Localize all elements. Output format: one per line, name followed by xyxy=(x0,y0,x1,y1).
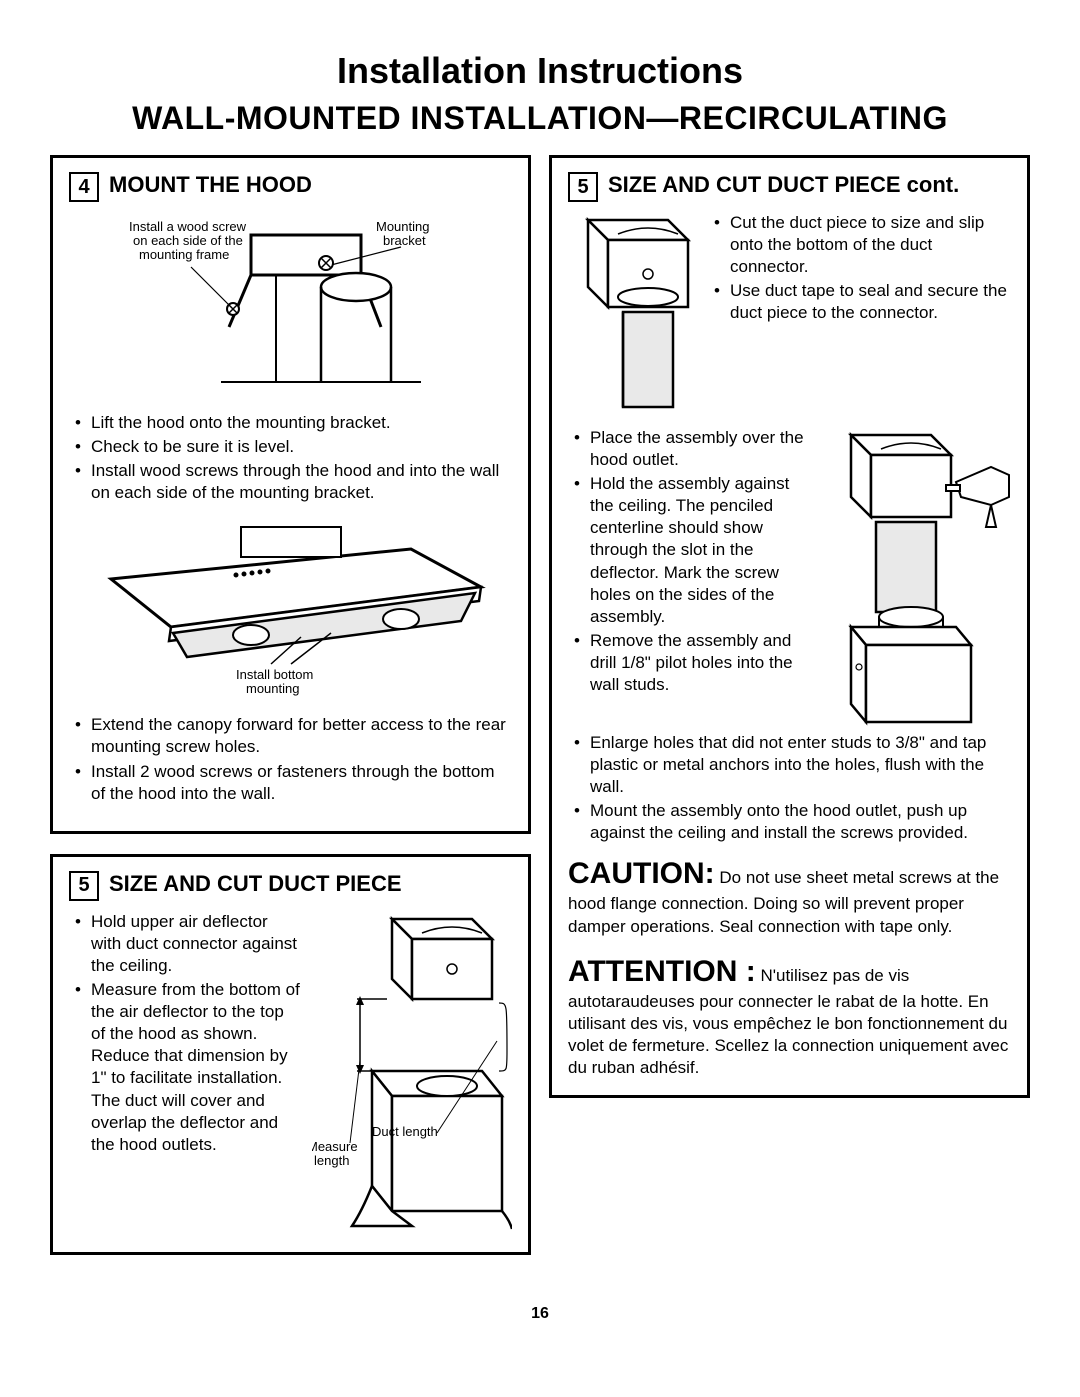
bullet-item: Remove the assembly and drill 1/8" pilot… xyxy=(574,630,811,696)
left-column: 4 MOUNT THE HOOD Install a wood screw on… xyxy=(50,155,531,1275)
figure-connector xyxy=(568,212,698,417)
bullet-item: Enlarge holes that did not enter studs t… xyxy=(574,732,1011,798)
columns: 4 MOUNT THE HOOD Install a wood screw on… xyxy=(50,155,1030,1275)
bullet-item: Hold the assembly against the ceiling. T… xyxy=(574,473,811,628)
box-cut-duct-cont: 5 SIZE AND CUT DUCT PIECE cont. xyxy=(549,155,1030,1098)
svg-text:Measure length: Measure length xyxy=(312,1139,361,1168)
page-title: Installation Instructions xyxy=(50,50,1030,92)
bullets-cont-1: Cut the duct piece to size and slip onto… xyxy=(708,212,1011,324)
figure-drill-assembly xyxy=(821,427,1011,732)
step-title-cut-duct-cont: SIZE AND CUT DUCT PIECE cont. xyxy=(608,172,959,197)
caution-block: CAUTION: Do not use sheet metal screws a… xyxy=(568,854,1011,937)
bullets-mount-1: Lift the hood onto the mounting bracket.… xyxy=(69,412,512,504)
figure-hood-bottom: Install bottom mounting screws xyxy=(69,514,512,704)
bullet-item: Install wood screws through the hood and… xyxy=(75,460,512,504)
bullet-item: Hold upper air deflector with duct conne… xyxy=(75,911,302,977)
bullet-item: Install 2 wood screws or fasteners throu… xyxy=(75,761,512,805)
bullets-cont-2: Place the assembly over the hood outlet.… xyxy=(568,427,811,696)
svg-text:Mounting bracket: Mounting bracket xyxy=(376,219,433,248)
bullet-item: Check to be sure it is level. xyxy=(75,436,512,458)
page-number: 16 xyxy=(50,1305,1030,1323)
svg-text:Install bottom mou: Install bottom mounting screws xyxy=(236,667,317,699)
step-number-4: 4 xyxy=(69,172,99,202)
page-subtitle: WALL-MOUNTED INSTALLATION—RECIRCULATING xyxy=(50,100,1030,137)
step-number-5: 5 xyxy=(69,871,99,901)
attention-block: ATTENTION : N'utilisez pas de vis autota… xyxy=(568,952,1011,1079)
svg-text:Duct length: Duct length xyxy=(372,1124,438,1139)
bullet-item: Cut the duct piece to size and slip onto… xyxy=(714,212,1011,278)
bullet-item: Place the assembly over the hood outlet. xyxy=(574,427,811,471)
figure-bracket: Install a wood screw on each side of the… xyxy=(69,212,512,402)
caution-word: CAUTION: xyxy=(568,857,715,890)
box-cut-duct: 5 SIZE AND CUT DUCT PIECE Hold upper air… xyxy=(50,854,531,1255)
bullets-mount-2: Extend the canopy forward for better acc… xyxy=(69,714,512,804)
bullet-item: Extend the canopy forward for better acc… xyxy=(75,714,512,758)
bullet-item: Use duct tape to seal and secure the duc… xyxy=(714,280,1011,324)
box-mount-hood: 4 MOUNT THE HOOD Install a wood screw on… xyxy=(50,155,531,834)
bullets-cut-duct: Hold upper air deflector with duct conne… xyxy=(69,911,302,1156)
right-column: 5 SIZE AND CUT DUCT PIECE cont. xyxy=(549,155,1030,1275)
bullets-cont-3: Enlarge holes that did not enter studs t… xyxy=(568,732,1011,844)
svg-text:Install a wood screw: Install a wood screw on each side of the… xyxy=(129,219,250,262)
bullet-item: Lift the hood onto the mounting bracket. xyxy=(75,412,512,434)
bullet-item: Measure from the bottom of the air defle… xyxy=(75,979,302,1156)
step-number-5b: 5 xyxy=(568,172,598,202)
step-title-mount-hood: MOUNT THE HOOD xyxy=(109,172,312,197)
bullet-item: Mount the assembly onto the hood outlet,… xyxy=(574,800,1011,844)
figure-measure-duct: Measure length Duct length xyxy=(312,911,512,1236)
attention-word: ATTENTION : xyxy=(568,955,756,988)
step-title-cut-duct: SIZE AND CUT DUCT PIECE xyxy=(109,871,402,896)
